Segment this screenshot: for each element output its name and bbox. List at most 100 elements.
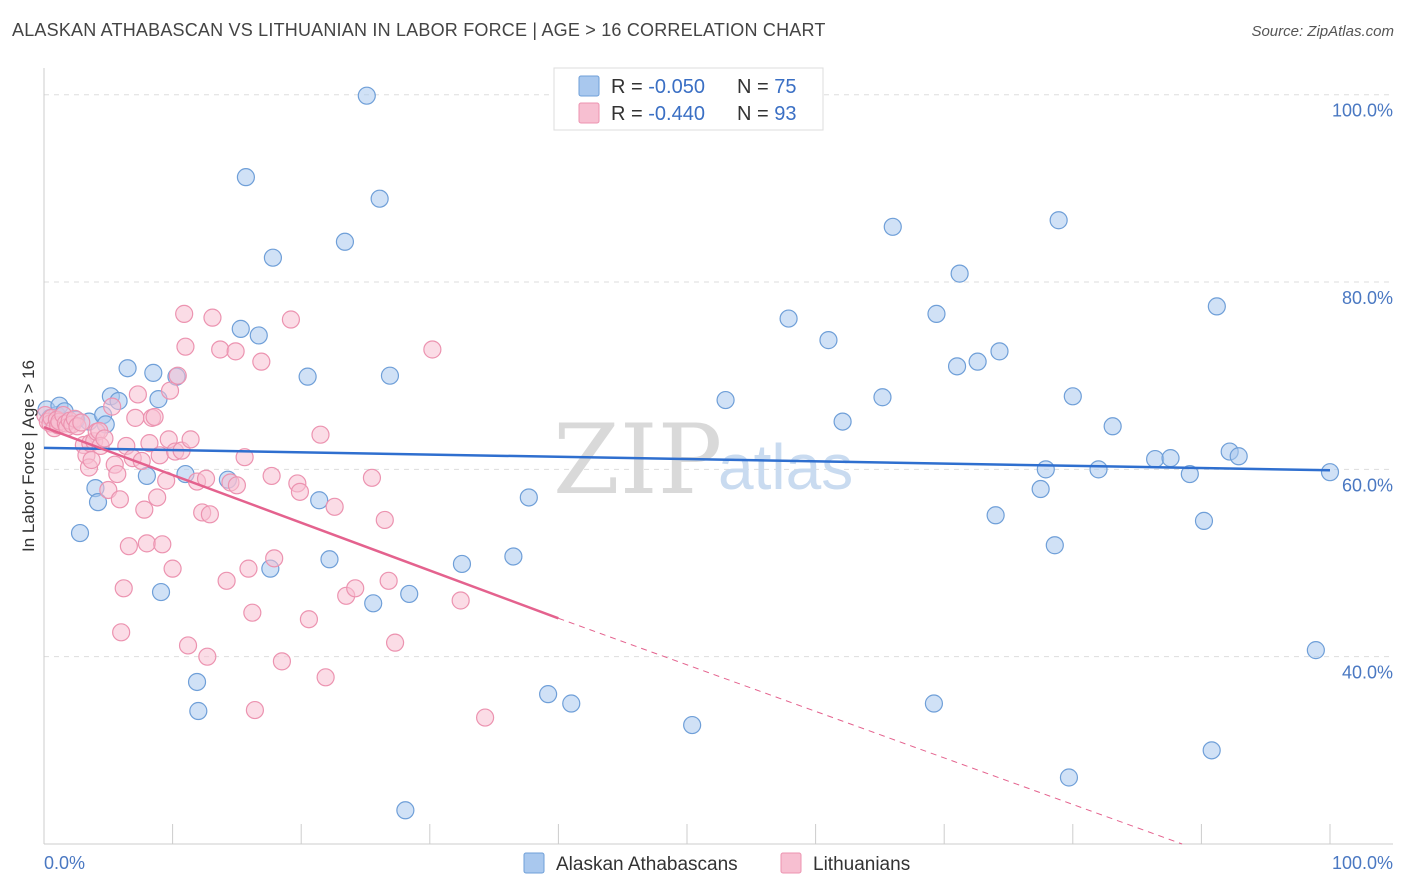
lithuanians-point-87 <box>375 510 394 530</box>
alaskan-athabascans-point-36 <box>380 366 400 385</box>
lithuanians-point-76 <box>272 652 292 671</box>
lithuanians-point-15 <box>72 413 91 432</box>
lithuanians-point-92 <box>475 708 495 727</box>
alaskan-athabascans-point-33 <box>357 86 376 105</box>
lithuanians-point-41 <box>140 434 159 453</box>
alaskan-athabascans-point-57 <box>990 342 1009 361</box>
alaskan-athabascans-point-46 <box>779 309 798 328</box>
bottom-legend-swatch-pink <box>780 852 802 874</box>
alaskan-athabascans-point-43 <box>562 694 581 713</box>
lithuanians-point-89 <box>385 633 405 652</box>
alaskan-athabascans-point-34 <box>364 594 383 613</box>
alaskan-athabascans-point-31 <box>320 550 339 569</box>
alaskan-athabascans-point-47 <box>819 331 838 350</box>
bottom-legend-label-blue: Alaskan Athabascans <box>556 854 738 875</box>
alaskan-athabascans-point-24 <box>231 319 250 338</box>
trend-line-lithuanians <box>43 426 559 620</box>
lithuanians-point-72 <box>245 700 265 720</box>
legend-row-1: R = -0.050 <box>611 76 705 98</box>
watermark-atlas: atlas <box>718 431 853 503</box>
lithuanians-point-75 <box>265 549 284 568</box>
trend-line-lithuanians-extension <box>558 617 1183 845</box>
lithuanians-point-80 <box>299 610 319 629</box>
legend-swatch-pink <box>578 102 600 124</box>
alaskan-athabascans-point-51 <box>924 694 944 713</box>
lithuanians-point-29 <box>108 464 127 484</box>
alaskan-athabascans-point-54 <box>950 264 969 283</box>
lithuanians-point-85 <box>346 579 365 598</box>
alaskan-athabascans-point-28 <box>263 248 283 267</box>
lithuanians-point-50 <box>163 559 182 578</box>
alaskan-athabascans-point-52 <box>927 304 946 323</box>
alaskan-athabascans-point-68 <box>1180 464 1199 484</box>
legend-r-label-2: R = <box>611 103 648 125</box>
lithuanians-point-74 <box>262 466 281 486</box>
y-tick-label-3: 100.0% <box>1332 101 1393 121</box>
lithuanians-point-65 <box>217 571 236 590</box>
legend-r-label-1: R = <box>611 76 648 98</box>
trend-line-alaskan-athabascans <box>43 446 1331 472</box>
lithuanians-point-82 <box>316 668 335 687</box>
alaskan-athabascans-point-65 <box>1103 417 1122 436</box>
lithuanians-point-91 <box>451 591 470 610</box>
alaskan-athabascans-point-49 <box>873 388 892 407</box>
alaskan-athabascans-point-14 <box>118 359 137 378</box>
lithuanians-point-56 <box>178 636 198 655</box>
lithuanians-point-62 <box>200 505 219 524</box>
lithuanians-point-69 <box>235 448 254 467</box>
lithuanians-point-90 <box>423 340 442 359</box>
y-tick-label-2: 80.0% <box>1342 288 1393 308</box>
alaskan-athabascans-point-59 <box>1036 460 1055 479</box>
legend-n-label-1: N = <box>737 76 774 98</box>
lithuanians-point-39 <box>135 500 154 519</box>
alaskan-athabascans-point-32 <box>335 232 355 251</box>
lithuanians-point-55 <box>176 337 195 356</box>
legend-row-1-n: N = 75 <box>737 76 797 98</box>
bottom-legend-label-pink: Lithuanians <box>813 854 910 875</box>
lithuanians-point-52 <box>168 366 187 385</box>
alaskan-athabascans-point-66 <box>1146 449 1165 469</box>
alaskan-athabascans-point-38 <box>400 584 419 604</box>
lithuanians-point-43 <box>145 407 164 427</box>
chart-title: ALASKAN ATHABASCAN VS LITHUANIAN IN LABO… <box>12 20 826 40</box>
alaskan-athabascans-point-73 <box>1229 447 1248 466</box>
lithuanians-point-70 <box>239 559 258 578</box>
alaskan-athabascans-point-56 <box>986 506 1005 525</box>
alaskan-athabascans-point-74 <box>1306 641 1325 660</box>
alaskan-athabascans-point-18 <box>151 582 171 602</box>
lithuanians-point-68 <box>227 476 246 495</box>
alaskan-athabascans-point-48 <box>833 412 852 431</box>
lithuanians-point-37 <box>128 385 147 404</box>
lithuanians-point-34 <box>119 537 138 556</box>
lithuanians-point-61 <box>198 647 217 666</box>
alaskan-athabascans-point-9 <box>88 493 108 512</box>
legend-n-value-1: 75 <box>774 76 796 98</box>
lithuanians-point-30 <box>110 490 129 509</box>
bottom-legend-swatch-blue <box>523 852 545 874</box>
lithuanians-point-71 <box>243 603 262 622</box>
x-tick-label-max: 100.0% <box>1332 853 1393 873</box>
lithuanians-point-73 <box>252 352 271 371</box>
lithuanians-point-54 <box>175 304 194 323</box>
lithuanians-point-57 <box>181 430 200 449</box>
lithuanians-point-49 <box>160 381 180 400</box>
lithuanians-point-36 <box>126 408 145 427</box>
lithuanians-point-25 <box>95 429 114 448</box>
alaskan-athabascans-point-75 <box>1320 463 1340 482</box>
legend-row-2: R = -0.440 <box>611 103 705 125</box>
alaskan-athabascans-point-53 <box>947 357 967 376</box>
alaskan-athabascans-point-64 <box>1089 460 1108 479</box>
alaskan-athabascans-point-6 <box>70 523 90 543</box>
alaskan-athabascans-point-29 <box>298 367 317 386</box>
alaskan-athabascans-point-67 <box>1161 449 1180 468</box>
lithuanians-point-27 <box>103 397 122 416</box>
lithuanians-point-63 <box>203 308 222 327</box>
legend: R = -0.050 N = 75 R = -0.440 N = 93 <box>553 67 824 131</box>
alaskan-athabascans-point-37 <box>396 801 415 820</box>
legend-swatch-blue <box>578 75 600 97</box>
alaskan-athabascans-point-70 <box>1202 741 1221 760</box>
trend-lines <box>43 426 1331 845</box>
alaskan-athabascans-point-41 <box>519 488 538 507</box>
alaskan-athabascans-point-55 <box>968 352 987 371</box>
alaskan-athabascans-point-44 <box>683 715 702 735</box>
